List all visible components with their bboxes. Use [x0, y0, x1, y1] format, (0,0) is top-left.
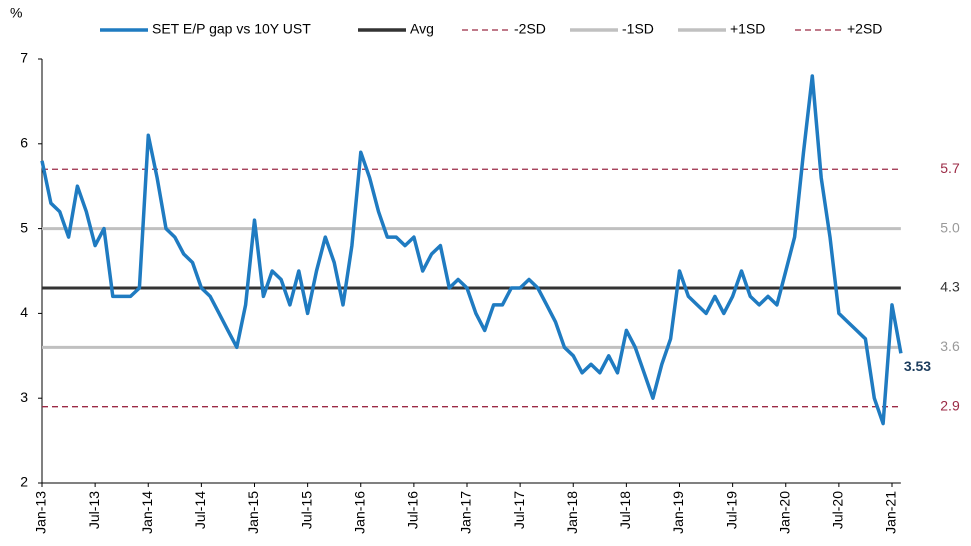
x-tick-label: Jan-13 — [33, 491, 49, 534]
x-tick-label: Jul-20 — [830, 491, 846, 529]
x-tick-label: Jan-16 — [351, 491, 367, 534]
reference-label: 5.0 — [940, 219, 960, 235]
x-tick-label: Jul-17 — [511, 491, 527, 529]
x-tick-label: Jan-18 — [564, 491, 580, 534]
y-tick-label: 2 — [20, 474, 28, 490]
y-tick-label: 4 — [20, 304, 28, 320]
reference-label: 5.7 — [940, 160, 960, 176]
legend-label: -1SD — [622, 21, 654, 37]
legend-label: +2SD — [847, 21, 882, 37]
data-line — [40, 74, 903, 426]
y-tick-label: 7 — [20, 50, 28, 66]
reference-label: 2.9 — [940, 397, 960, 413]
x-tick-label: Jan-17 — [458, 491, 474, 534]
x-tick-label: Jul-16 — [405, 491, 421, 529]
x-tick-label: Jan-21 — [883, 491, 899, 534]
reference-label: 3.6 — [940, 338, 960, 354]
x-tick-label: Jul-19 — [723, 491, 739, 529]
y-tick-label: 5 — [20, 219, 28, 235]
x-tick-label: Jan-15 — [245, 491, 261, 534]
legend-label: Avg — [410, 21, 434, 37]
x-tick-label: Jan-14 — [139, 491, 155, 534]
last-value-label: 3.53 — [904, 358, 931, 374]
reference-label: 4.3 — [940, 279, 960, 295]
y-axis-label: % — [10, 5, 22, 21]
x-tick-label: Jul-15 — [298, 491, 314, 529]
y-tick-label: 6 — [20, 135, 28, 151]
legend-label: SET E/P gap vs 10Y UST — [152, 21, 311, 37]
x-tick-label: Jan-19 — [670, 491, 686, 534]
legend-label: -2SD — [514, 21, 546, 37]
x-tick-label: Jul-13 — [86, 491, 102, 529]
x-tick-label: Jul-18 — [617, 491, 633, 529]
x-tick-label: Jan-20 — [776, 491, 792, 534]
y-tick-label: 3 — [20, 389, 28, 405]
x-tick-label: Jul-14 — [192, 491, 208, 529]
legend-label: +1SD — [730, 21, 765, 37]
